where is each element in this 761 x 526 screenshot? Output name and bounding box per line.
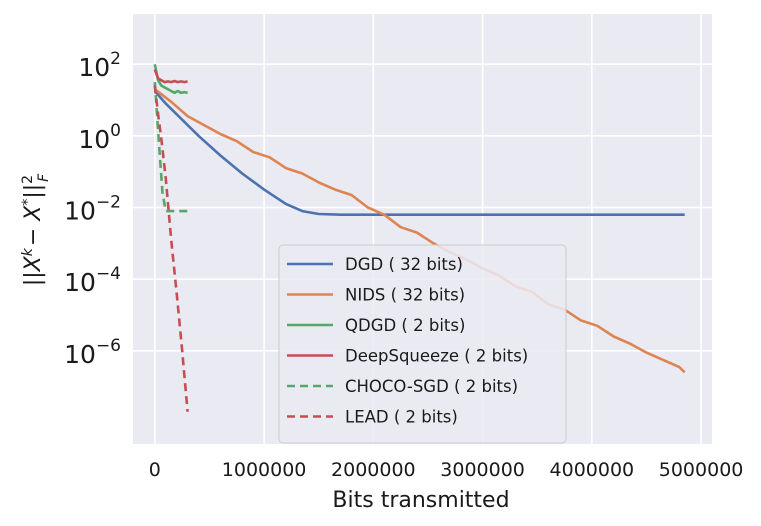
y-tick-label: 10−2 [64, 193, 121, 226]
series-line-2 [153, 63, 188, 95]
x-axis-ticks: 0 1000000 2000000 3000000 4000000 5000000 [149, 459, 744, 481]
legend-box [278, 244, 567, 444]
legend-label: DGD ( 32 bits) [345, 255, 463, 274]
x-axis-label: Bits transmitted [332, 488, 509, 513]
x-tick-label: 2000000 [331, 459, 416, 481]
y-tick-label: 10−4 [64, 264, 121, 297]
legend: DGD ( 32 bits) NIDS ( 32 bits) QDGD ( 2 bi… [278, 244, 567, 444]
y-axis-ticks: 102 100 10−2 10−4 10−6 [64, 49, 121, 369]
x-tick-label: 4000000 [550, 459, 635, 481]
legend-label: DeepSqueeze ( 2 bits) [345, 347, 528, 366]
series-line-0 [153, 90, 685, 216]
legend-label: NIDS ( 32 bits) [345, 286, 465, 305]
x-tick-label: 5000000 [659, 459, 744, 481]
series-lines [153, 63, 686, 412]
y-tick-label: 102 [78, 49, 121, 82]
series-line-5 [153, 85, 189, 412]
legend-label: LEAD ( 2 bits) [345, 408, 458, 427]
series-line-1 [154, 88, 686, 374]
x-tick-label: 0 [149, 459, 161, 481]
legend-label: CHOCO-SGD ( 2 bits) [345, 377, 518, 396]
y-tick-label: 100 [78, 121, 121, 154]
series-line-3 [153, 69, 188, 84]
y-tick-label: 10−6 [64, 336, 121, 369]
legend-label: QDGD ( 2 bits) [345, 316, 465, 335]
x-tick-label: 1000000 [222, 459, 307, 481]
x-tick-label: 3000000 [440, 459, 525, 481]
series-line-4 [153, 82, 188, 213]
